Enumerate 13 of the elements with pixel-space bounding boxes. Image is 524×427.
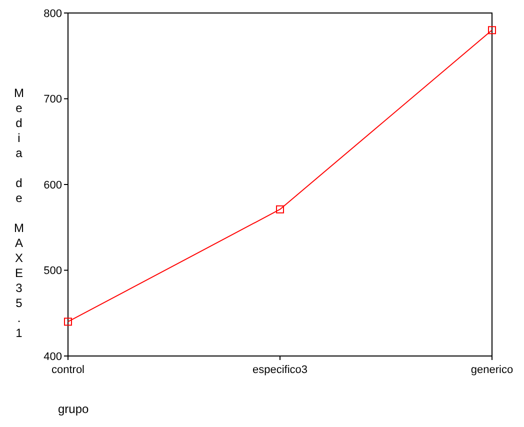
point (488, 26, 496, 34)
point (276, 205, 284, 214)
x-tick-label: generico (470, 364, 514, 376)
point (64, 318, 72, 326)
y-tick-label: 600 (44, 179, 62, 192)
y-tick-label: 400 (44, 350, 62, 363)
text: Media de MAXE35.1 (14, 86, 24, 340)
y-tick-label: 800 (44, 8, 62, 20)
y-tick-label: 500 (44, 265, 62, 278)
x-axis-title: grupo (58, 402, 90, 416)
y-tick-label: 700 (44, 94, 62, 106)
x-tick-label: especifico3 (252, 364, 308, 376)
x-tick-label: control (51, 364, 85, 376)
